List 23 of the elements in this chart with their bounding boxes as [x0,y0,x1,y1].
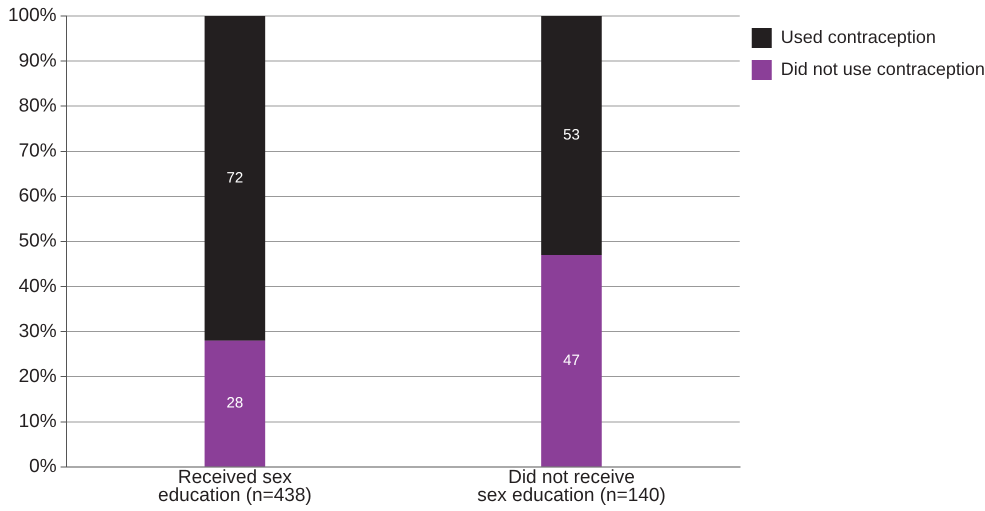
legend-label: Did not use contraception [780,58,985,79]
y-tick-label: 40% [18,276,57,297]
data-label: 28 [226,394,244,412]
bar [541,254,602,466]
y-tick-label: 60% [18,186,57,207]
x-tick-label: Did not receive sex education (n=140) [477,467,666,506]
bar [541,16,602,255]
y-tick-label: 20% [18,366,57,387]
x-tick-label: Received sex education (n=438) [158,467,312,506]
data-label: 47 [563,352,580,369]
y-tick-label: 30% [18,320,57,342]
y-tick-label: 50% [18,230,57,252]
data-label: 53 [563,126,580,144]
y-tick-label: 0% [29,456,57,478]
y-tick-label: 70% [18,140,57,162]
y-tick-label: 80% [18,95,57,116]
data-label: 72 [226,169,244,186]
bar [204,340,266,466]
bar [204,16,266,341]
y-tick-label: 90% [18,50,57,72]
y-tick-label: 10% [18,411,57,432]
legend-label: Used contraception [780,26,936,47]
y-tick-label: 100% [8,5,57,26]
